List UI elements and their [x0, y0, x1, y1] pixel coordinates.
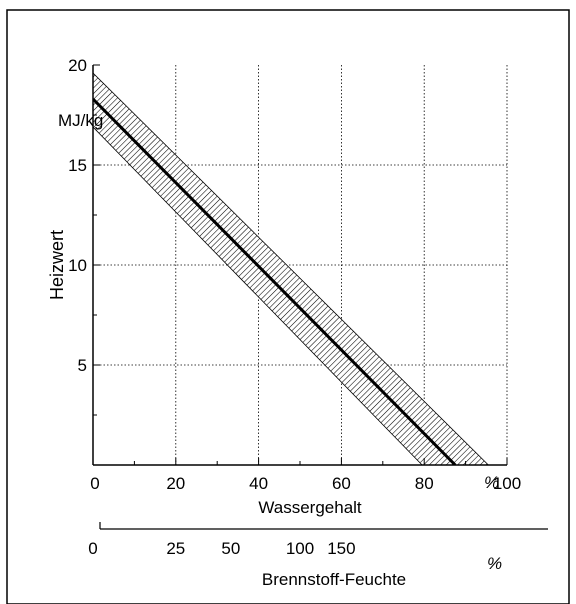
y-tick-label: 5: [78, 356, 87, 375]
secondary-tick-label: 150: [327, 539, 355, 558]
x-tick-label: 80: [415, 474, 434, 493]
y-tick-labels: 5 10 15 20: [68, 56, 87, 375]
axes: [92, 64, 508, 466]
figure-border: [6, 9, 570, 604]
secondary-axis-label: Brennstoff-Feuchte: [262, 570, 406, 589]
secondary-unit-label: %: [487, 554, 502, 573]
x-tick-label: 60: [332, 474, 351, 493]
series-group: [93, 97, 457, 465]
x-axis-label: Wassergehalt: [258, 498, 362, 517]
y-tick-label: 15: [68, 156, 87, 175]
x-tick-label: 20: [166, 474, 185, 493]
secondary-axis: 0 25 50 100 150: [88, 522, 548, 558]
series-line: [93, 97, 457, 465]
x-tick-labels: 0 20 40 60 80 100: [90, 474, 521, 493]
x-tick-label: 0: [90, 474, 99, 493]
x-tick-label: 100: [493, 474, 521, 493]
secondary-tick-label: 25: [166, 539, 185, 558]
x-unit-label: %: [484, 473, 499, 492]
secondary-tick-label: 50: [221, 539, 240, 558]
x-tick-label: 40: [249, 474, 268, 493]
uncertainty-band: [93, 72, 489, 465]
secondary-tick-label: 0: [88, 539, 97, 558]
secondary-tick-label: 100: [286, 539, 314, 558]
y-unit-label: MJ/kg: [58, 111, 103, 130]
y-axis-label: Heizwert: [47, 230, 67, 300]
grid: [93, 65, 508, 465]
y-tick-label: 20: [68, 56, 87, 75]
y-tick-label: 10: [68, 256, 87, 275]
